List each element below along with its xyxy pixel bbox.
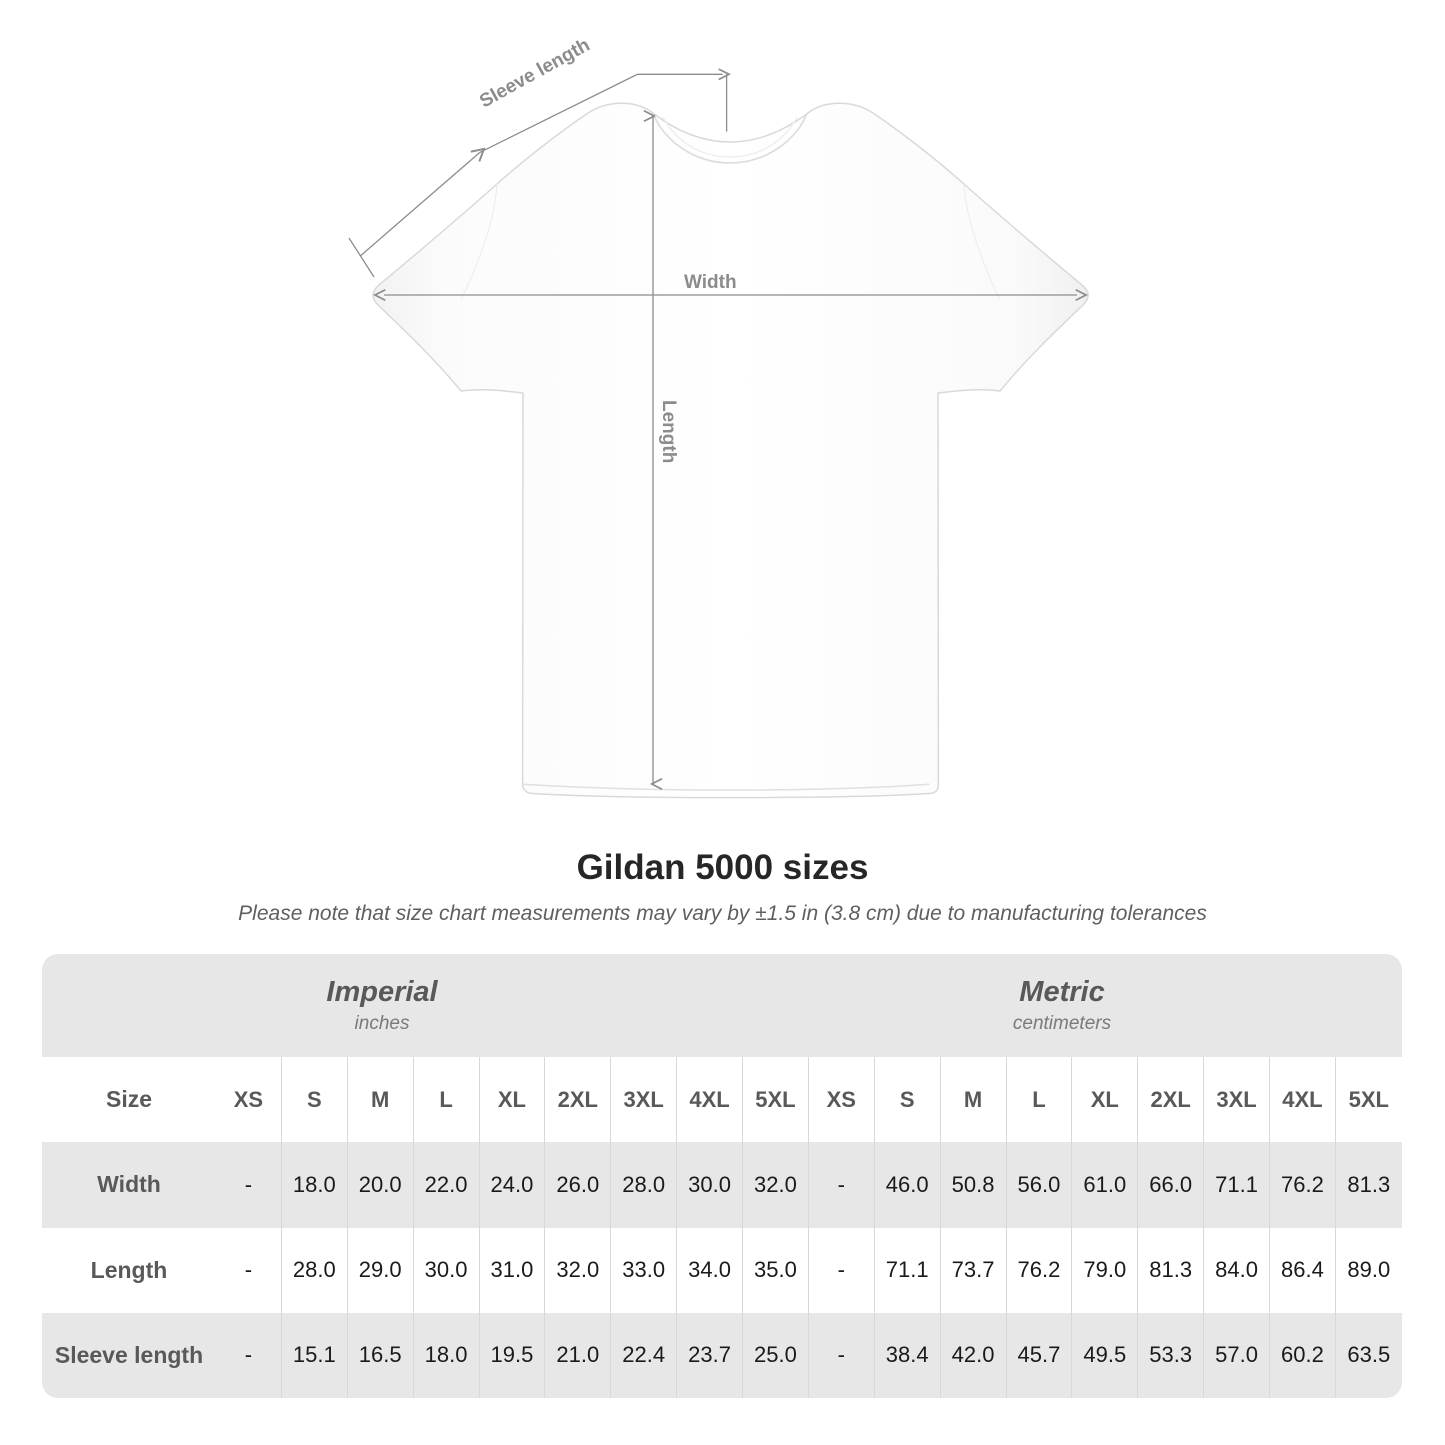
svg-text:Length: Length <box>658 400 679 463</box>
svg-text:Width: Width <box>684 272 737 293</box>
svg-text:Sleeve length: Sleeve length <box>476 35 593 113</box>
